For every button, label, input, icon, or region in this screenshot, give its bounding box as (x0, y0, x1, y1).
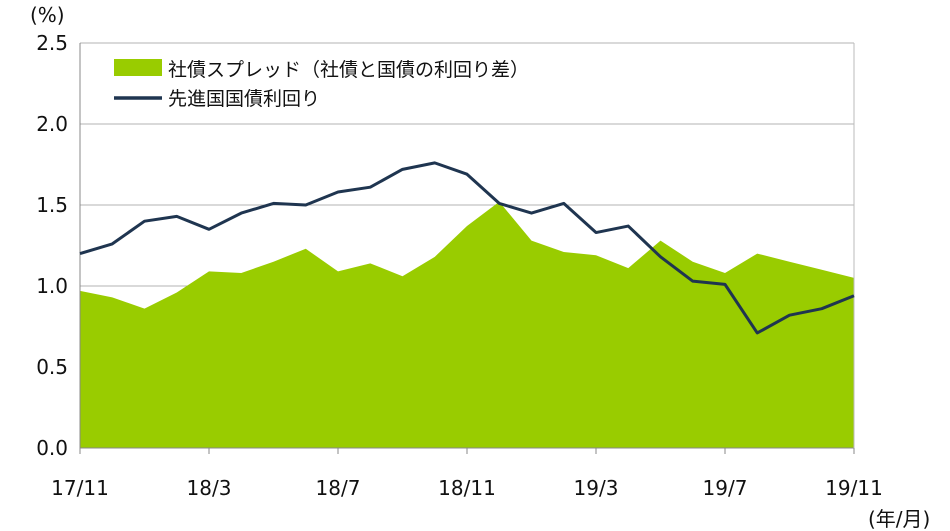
x-tick-labels: 17/11 18/3 18/7 18/11 19/3 19/7 19/11 (51, 476, 883, 500)
legend: 社債スプレッド（社債と国債の利回り差） 先進国国債利回り (114, 59, 529, 110)
y-tick-label: 0.5 (36, 355, 68, 379)
x-tick-label: 19/3 (574, 476, 619, 500)
legend-label-spread: 社債スプレッド（社債と国債の利回り差） (168, 59, 529, 81)
legend-label-yield: 先進国国債利回り (168, 88, 320, 110)
yield-line (79, 161, 855, 335)
x-unit-label: (年/月) (868, 507, 930, 531)
y-tick-label: 1.5 (36, 193, 68, 217)
x-tick-label: 18/11 (438, 476, 496, 500)
y-unit-label: (%) (30, 3, 65, 27)
x-tick-marks (79, 448, 855, 454)
y-tick-label: 0.0 (36, 436, 68, 460)
spread-area (80, 201, 854, 448)
y-tick-labels: 0.0 0.5 1.0 1.5 2.0 2.5 (36, 31, 68, 460)
y-tick-label: 1.0 (36, 274, 68, 298)
x-tick-label: 18/3 (187, 476, 232, 500)
y-tick-label: 2.5 (36, 31, 68, 55)
x-tick-label: 17/11 (51, 476, 109, 500)
x-tick-label: 18/7 (316, 476, 361, 500)
x-tick-label: 19/7 (703, 476, 748, 500)
x-tick-label: 19/11 (825, 476, 883, 500)
y-tick-label: 2.0 (36, 112, 68, 136)
legend-swatch-spread (114, 59, 162, 76)
